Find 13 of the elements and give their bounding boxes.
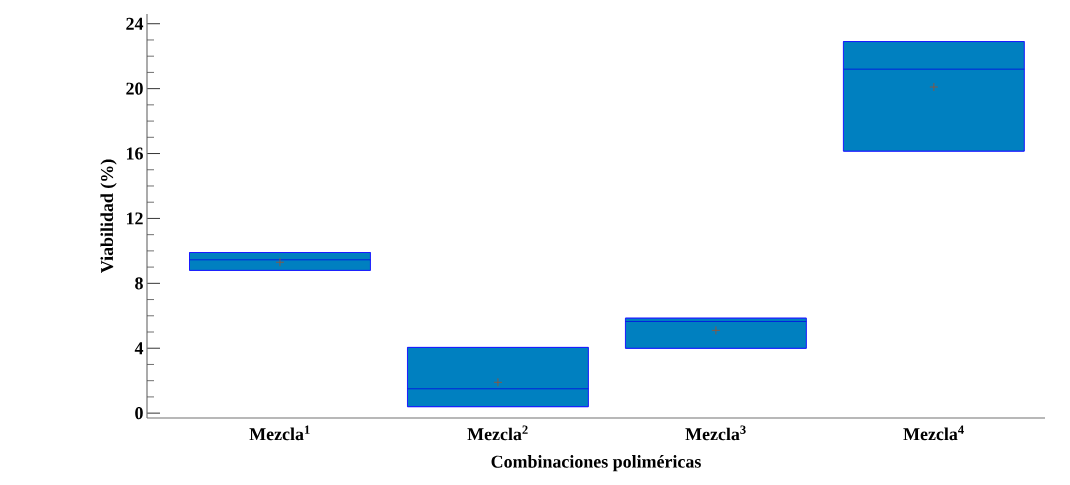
x-axis-title: Combinaciones poliméricas bbox=[491, 455, 701, 472]
x-tick-label: Mezcla$^{3}$ bbox=[685, 425, 746, 441]
x-tick-label: Mezcla$^{2}$ bbox=[467, 425, 528, 441]
x-tick-label: Mezcla$^{1}$ bbox=[249, 425, 310, 441]
y-tick-label: 0 bbox=[135, 407, 143, 420]
y-tick-label: 24 bbox=[126, 17, 144, 30]
y-tick-label: 20 bbox=[126, 82, 143, 95]
y-axis-title: Viabilidad (%) bbox=[100, 159, 117, 274]
y-tick-label: 12 bbox=[126, 212, 143, 225]
y-tick-label: 16 bbox=[126, 147, 143, 160]
y-tick-label: 8 bbox=[135, 277, 143, 290]
y-tick-label: 4 bbox=[134, 342, 144, 355]
x-tick-label: Mezcla$^{4}$ bbox=[903, 425, 964, 441]
